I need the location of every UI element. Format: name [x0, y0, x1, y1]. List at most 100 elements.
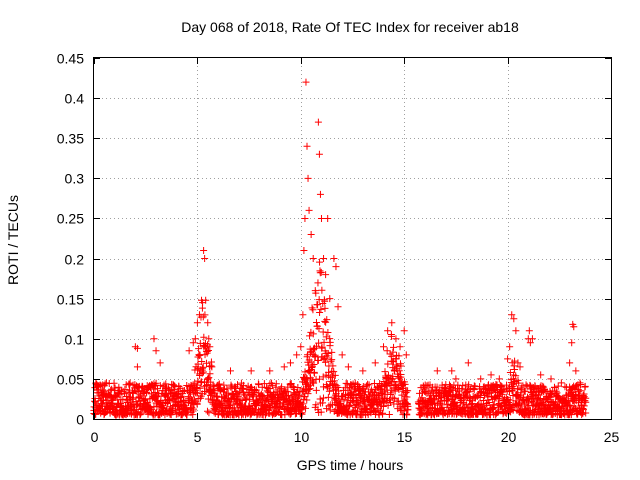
data-point	[97, 409, 105, 417]
data-point	[525, 327, 533, 335]
data-point	[316, 190, 324, 198]
data-point	[390, 343, 398, 351]
data-point	[98, 400, 106, 408]
data-point	[131, 387, 139, 395]
data-point	[404, 406, 412, 414]
data-point	[523, 393, 531, 401]
data-point	[312, 318, 320, 326]
data-point	[189, 339, 197, 347]
data-point	[106, 409, 114, 417]
data-point	[239, 381, 247, 389]
data-point	[226, 367, 234, 375]
data-point	[314, 356, 322, 364]
data-point	[582, 394, 590, 402]
y-axis-label: ROTI / TECUs	[5, 195, 21, 285]
data-point	[547, 375, 555, 383]
data-point	[400, 327, 408, 335]
data-point	[203, 407, 211, 415]
data-point	[293, 351, 301, 359]
data-point	[526, 339, 534, 347]
data-point	[304, 174, 312, 182]
data-point	[376, 385, 384, 393]
axis-ticks	[94, 58, 612, 420]
data-point	[403, 393, 411, 401]
data-point	[388, 352, 396, 360]
data-point	[518, 402, 526, 410]
data-point	[391, 381, 399, 389]
data-point	[338, 351, 346, 359]
y-tick-label: 0.45	[57, 51, 84, 67]
data-point	[516, 363, 524, 371]
data-point	[234, 393, 242, 401]
data-point	[447, 382, 455, 390]
data-point	[143, 398, 151, 406]
data-point	[564, 397, 572, 405]
data-point	[268, 382, 276, 390]
data-point	[388, 319, 396, 327]
data-point	[156, 359, 164, 367]
data-point	[470, 386, 478, 394]
data-point	[333, 382, 341, 390]
data-point	[387, 399, 395, 407]
data-point	[301, 368, 309, 376]
data-point	[365, 381, 373, 389]
data-point	[511, 366, 519, 374]
y-tick-label: 0	[76, 412, 84, 428]
data-point	[193, 319, 201, 327]
data-point	[137, 409, 145, 417]
data-point	[511, 378, 519, 385]
data-point	[132, 401, 140, 409]
data-point	[315, 339, 323, 347]
data-point	[395, 352, 403, 360]
data-point	[512, 372, 520, 380]
data-point	[329, 401, 337, 409]
data-point	[314, 118, 322, 126]
data-point	[146, 404, 154, 412]
data-point	[306, 332, 314, 340]
data-point	[389, 348, 397, 356]
data-point	[301, 214, 309, 222]
data-point	[133, 363, 141, 371]
data-point	[308, 378, 316, 386]
data-point	[380, 343, 388, 351]
data-point	[351, 401, 359, 409]
data-point	[317, 214, 325, 222]
data-point	[539, 382, 547, 390]
data-point	[307, 230, 315, 238]
data-point	[364, 380, 372, 388]
data-point	[395, 367, 403, 375]
data-point	[319, 394, 327, 402]
data-point	[395, 385, 403, 393]
data-point	[135, 383, 143, 391]
data-point	[381, 368, 389, 376]
data-point	[552, 387, 560, 395]
data-point	[140, 399, 148, 407]
data-point	[260, 400, 268, 408]
data-point	[328, 348, 336, 356]
data-point	[150, 335, 158, 343]
data-point	[385, 411, 393, 419]
data-point	[303, 142, 311, 150]
data-point	[200, 247, 208, 255]
data-point	[239, 385, 247, 393]
data-point	[311, 352, 319, 360]
data-point	[476, 393, 484, 401]
data-point	[387, 389, 395, 397]
data-point	[327, 357, 335, 365]
data-point	[437, 397, 445, 405]
data-point	[133, 344, 141, 352]
data-point	[320, 255, 328, 263]
data-point	[266, 367, 274, 375]
data-point	[207, 362, 215, 370]
data-point	[320, 338, 328, 346]
data-point	[485, 398, 493, 406]
data-point	[268, 411, 276, 419]
data-point	[314, 301, 322, 309]
data-point	[152, 347, 160, 355]
data-point	[310, 369, 318, 377]
data-point	[324, 214, 332, 222]
data-point	[326, 335, 334, 343]
data-point	[144, 399, 152, 407]
data-point	[319, 373, 327, 381]
data-point	[392, 335, 400, 343]
